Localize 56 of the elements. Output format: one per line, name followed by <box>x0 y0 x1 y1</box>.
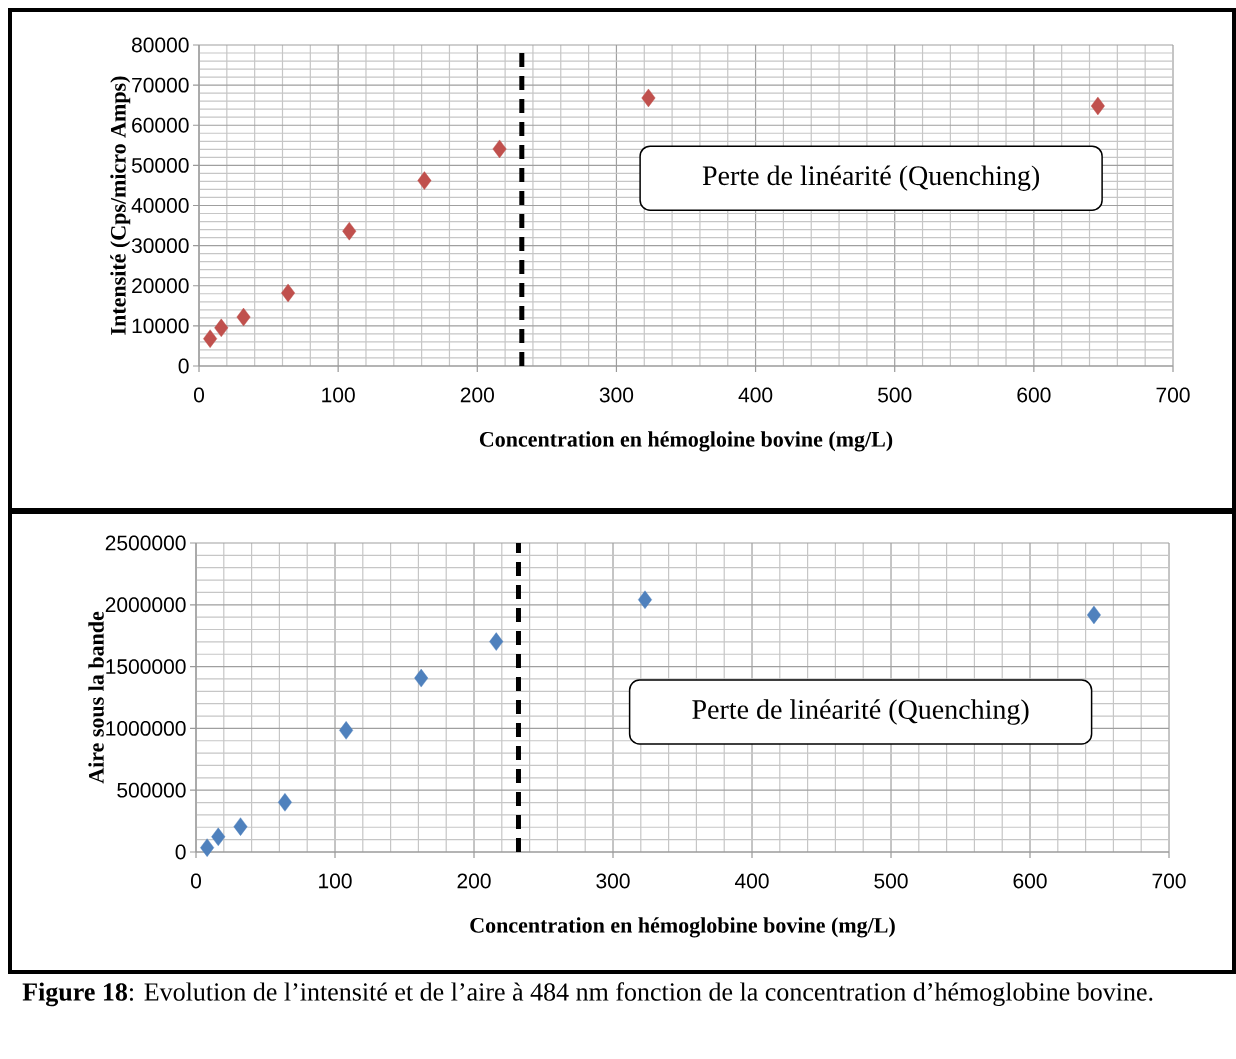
y-tick-label: 2500000 <box>105 535 186 551</box>
y-tick-label: 50000 <box>131 157 189 173</box>
x-tick-label: 400 <box>734 873 769 889</box>
x-tick-label: 600 <box>1017 387 1051 403</box>
y-tick-label: 0 <box>175 844 186 860</box>
x-tick-label: 600 <box>1013 873 1047 889</box>
point <box>339 721 354 740</box>
point <box>638 590 652 609</box>
x-tick-label: 100 <box>319 873 352 889</box>
annotation: Perte de linéarité (Quenching) <box>692 699 1029 725</box>
x-tick-label: 700 <box>1156 387 1190 403</box>
x-tick-label: 100 <box>322 387 355 403</box>
point <box>236 307 251 327</box>
x-tick-label: 400 <box>738 387 773 403</box>
x-tick-label: 700 <box>1152 873 1186 889</box>
y-tick-label: 30000 <box>131 238 189 254</box>
annotation: Perte de linéarité (Quenching) <box>702 165 1040 191</box>
point <box>492 139 507 159</box>
point <box>1090 96 1105 116</box>
x-tick-label: 500 <box>874 873 908 889</box>
point <box>278 793 292 812</box>
x-tick-label: 500 <box>878 387 912 403</box>
point <box>489 632 504 651</box>
y-tick-label: 70000 <box>132 77 189 93</box>
y-tick-label: 40000 <box>131 198 189 213</box>
y-tick-label: 1000000 <box>106 720 186 736</box>
x-axis-title: Concentration en hémogloine bovine (mg/L) <box>479 431 893 452</box>
y-tick-label: 1500000 <box>106 659 186 675</box>
x-axis-title: Concentration en hémoglobine bovine (mg/L) <box>470 917 895 938</box>
point <box>342 221 357 241</box>
x-tick-label: 300 <box>599 387 634 403</box>
point <box>414 668 429 688</box>
y-tick-label: 20000 <box>132 278 189 294</box>
point <box>641 88 656 108</box>
x-tick-label: 300 <box>596 873 630 889</box>
y-tick-label: 80000 <box>131 37 189 53</box>
point <box>417 171 432 190</box>
point <box>233 817 248 836</box>
point <box>200 838 215 857</box>
y-tick-label: 500000 <box>117 782 186 798</box>
y-axis-title: Aire sous la bande <box>88 611 104 784</box>
point <box>211 827 226 846</box>
point <box>1087 605 1101 625</box>
point <box>214 318 229 338</box>
x-tick-label: 200 <box>460 387 494 403</box>
x-tick-label: 0 <box>190 873 202 889</box>
y-tick-label: 0 <box>178 358 189 374</box>
y-axis-title: Intensité (Cps/micro Amps) <box>110 76 131 335</box>
x-tick-label: 200 <box>457 873 491 889</box>
x-tick-label: 0 <box>193 387 205 403</box>
y-tick-label: 2000000 <box>105 597 186 613</box>
text: Figure 18: Evolution de l’intensité et de l’aire à 484 nm fonction de la concentration d’hémoglobine bovine. <box>22 982 1153 1007</box>
y-tick-label: 60000 <box>132 117 189 133</box>
y-tick-label: 10000 <box>132 318 189 334</box>
point <box>203 329 218 348</box>
point <box>281 283 296 303</box>
